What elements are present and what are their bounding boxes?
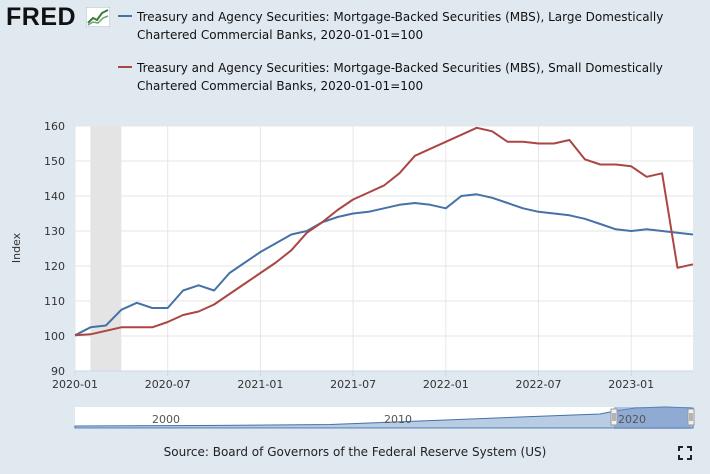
x-axis-ticks: 2020-01 2020-07 2021-01 2021-07 2022-01 2022-…	[52, 370, 693, 391]
fred-logo-text: FRED	[6, 3, 77, 31]
legend-label-large-banks: Treasury and Agency Securities: Mortgage…	[137, 10, 664, 42]
legend-item-small-banks[interactable]: Treasury and Agency Securities: Mortgage…	[118, 59, 678, 99]
y-axis-label: Index	[10, 232, 23, 263]
y-tick-label: 110	[44, 295, 65, 308]
y-tick-label: 140	[44, 190, 65, 203]
y-tick-label: 90	[51, 365, 65, 378]
x-tick-label: 2022-07	[516, 378, 562, 391]
fullscreen-icon[interactable]	[678, 446, 692, 460]
y-tick-label: 160	[44, 120, 65, 133]
navigator-selected-range[interactable]	[614, 407, 691, 429]
fred-logo[interactable]: FRED	[6, 4, 110, 30]
navigator-label-2000: 2000	[152, 413, 180, 426]
x-tick-label: 2023-01	[608, 378, 654, 391]
navigator-label-2020: 2020	[618, 413, 646, 426]
legend-swatch-large-banks	[118, 15, 132, 17]
x-tick-label: 2021-01	[237, 378, 283, 391]
legend-item-large-banks[interactable]: Treasury and Agency Securities: Mortgage…	[118, 8, 678, 48]
x-tick-label: 2020-01	[52, 378, 98, 391]
x-tick-label: 2021-07	[330, 378, 376, 391]
y-tick-label: 130	[44, 225, 65, 238]
source-note: Source: Board of Governors of the Federa…	[163, 445, 547, 459]
x-tick-label: 2022-01	[423, 378, 469, 391]
series-layer	[74, 126, 694, 337]
fred-chart-mark-icon	[86, 7, 110, 27]
y-tick-label: 120	[44, 260, 65, 273]
series-line-small-banks	[74, 126, 694, 337]
navigator-area	[74, 406, 694, 429]
navigator-handle-right[interactable]	[687, 408, 695, 426]
series-line-large-banks	[74, 193, 694, 337]
legend-label-small-banks: Treasury and Agency Securities: Mortgage…	[137, 61, 663, 93]
y-tick-label: 150	[44, 155, 65, 168]
y-tick-label: 100	[44, 330, 65, 343]
range-navigator[interactable]: 2000 2010 2020	[0, 405, 710, 433]
plot-area	[75, 126, 693, 371]
navigator-handle-left[interactable]	[610, 408, 618, 426]
navigator-label-2010: 2010	[384, 413, 412, 426]
x-tick-label: 2020-07	[145, 378, 191, 391]
y-axis-ticks: 90 100 110 120 130 140 150 160	[44, 120, 65, 378]
legend-swatch-small-banks	[118, 66, 132, 68]
